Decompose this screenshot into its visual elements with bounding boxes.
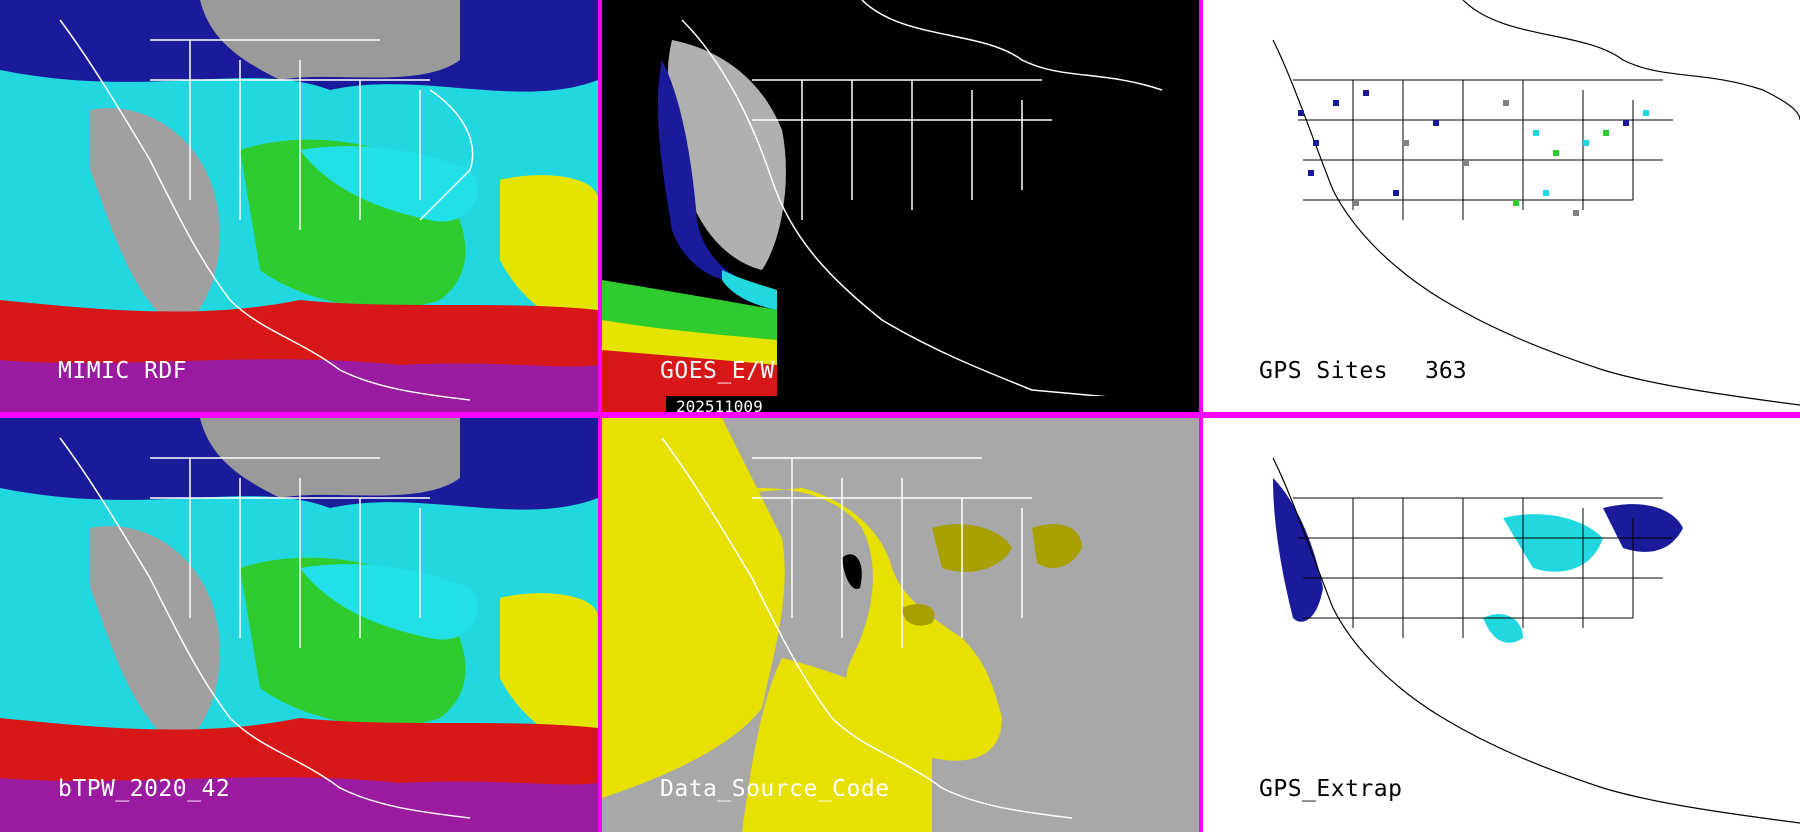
gps-sites-map [1203,0,1800,412]
panel-mimic-rdf: MIMIC RDF [0,0,598,412]
panel-gps-extrap: GPS_Extrap [1203,418,1800,832]
site-count: 363 [1425,358,1467,384]
panel-label: Data_Source_Code [660,776,890,802]
goes-map [602,0,1199,412]
panel-btpw: bTPW_2020_42 [0,418,598,832]
site-markers [1298,90,1649,216]
panel-label: GOES_E/W [660,358,775,384]
panel-data-source: Data_Source_Code [602,418,1199,832]
date-stamp: 202511009 [666,396,1199,412]
btpw-field-map [0,418,598,832]
panel-gps-sites: GPS Sites 363 [1203,0,1800,412]
panel-label: bTPW_2020_42 [58,776,231,802]
panel-goes-ew: GOES_E/W 202511009 [602,0,1199,412]
gps-extrap-map [1203,418,1800,832]
panel-label: MIMIC RDF [58,358,188,384]
panel-label: GPS_Extrap [1259,776,1403,802]
data-source-map [602,418,1199,832]
tpw-field-map [0,0,598,412]
panel-label: GPS Sites [1259,358,1389,384]
